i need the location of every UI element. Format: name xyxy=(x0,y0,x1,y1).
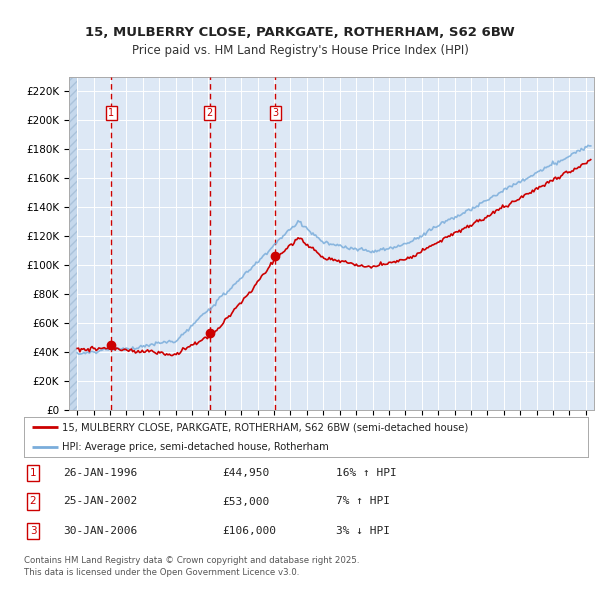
Text: 7% ↑ HPI: 7% ↑ HPI xyxy=(336,497,390,506)
Text: £44,950: £44,950 xyxy=(222,468,269,478)
Text: HPI: Average price, semi-detached house, Rotherham: HPI: Average price, semi-detached house,… xyxy=(62,442,329,452)
Text: Contains HM Land Registry data © Crown copyright and database right 2025.
This d: Contains HM Land Registry data © Crown c… xyxy=(24,556,359,577)
Text: 15, MULBERRY CLOSE, PARKGATE, ROTHERHAM, S62 6BW: 15, MULBERRY CLOSE, PARKGATE, ROTHERHAM,… xyxy=(85,26,515,39)
Text: 3: 3 xyxy=(29,526,37,536)
Text: 2: 2 xyxy=(206,108,213,118)
Text: £106,000: £106,000 xyxy=(222,526,276,536)
Text: 1: 1 xyxy=(108,108,115,118)
Text: Price paid vs. HM Land Registry's House Price Index (HPI): Price paid vs. HM Land Registry's House … xyxy=(131,44,469,57)
Text: 26-JAN-1996: 26-JAN-1996 xyxy=(63,468,137,478)
Text: 15, MULBERRY CLOSE, PARKGATE, ROTHERHAM, S62 6BW (semi-detached house): 15, MULBERRY CLOSE, PARKGATE, ROTHERHAM,… xyxy=(62,422,469,432)
Bar xyxy=(69,77,77,410)
Text: 2: 2 xyxy=(29,497,37,506)
Text: 25-JAN-2002: 25-JAN-2002 xyxy=(63,497,137,506)
Text: 30-JAN-2006: 30-JAN-2006 xyxy=(63,526,137,536)
Text: £53,000: £53,000 xyxy=(222,497,269,506)
Text: 3: 3 xyxy=(272,108,278,118)
Text: 16% ↑ HPI: 16% ↑ HPI xyxy=(336,468,397,478)
Text: 1: 1 xyxy=(29,468,37,478)
Text: 3% ↓ HPI: 3% ↓ HPI xyxy=(336,526,390,536)
